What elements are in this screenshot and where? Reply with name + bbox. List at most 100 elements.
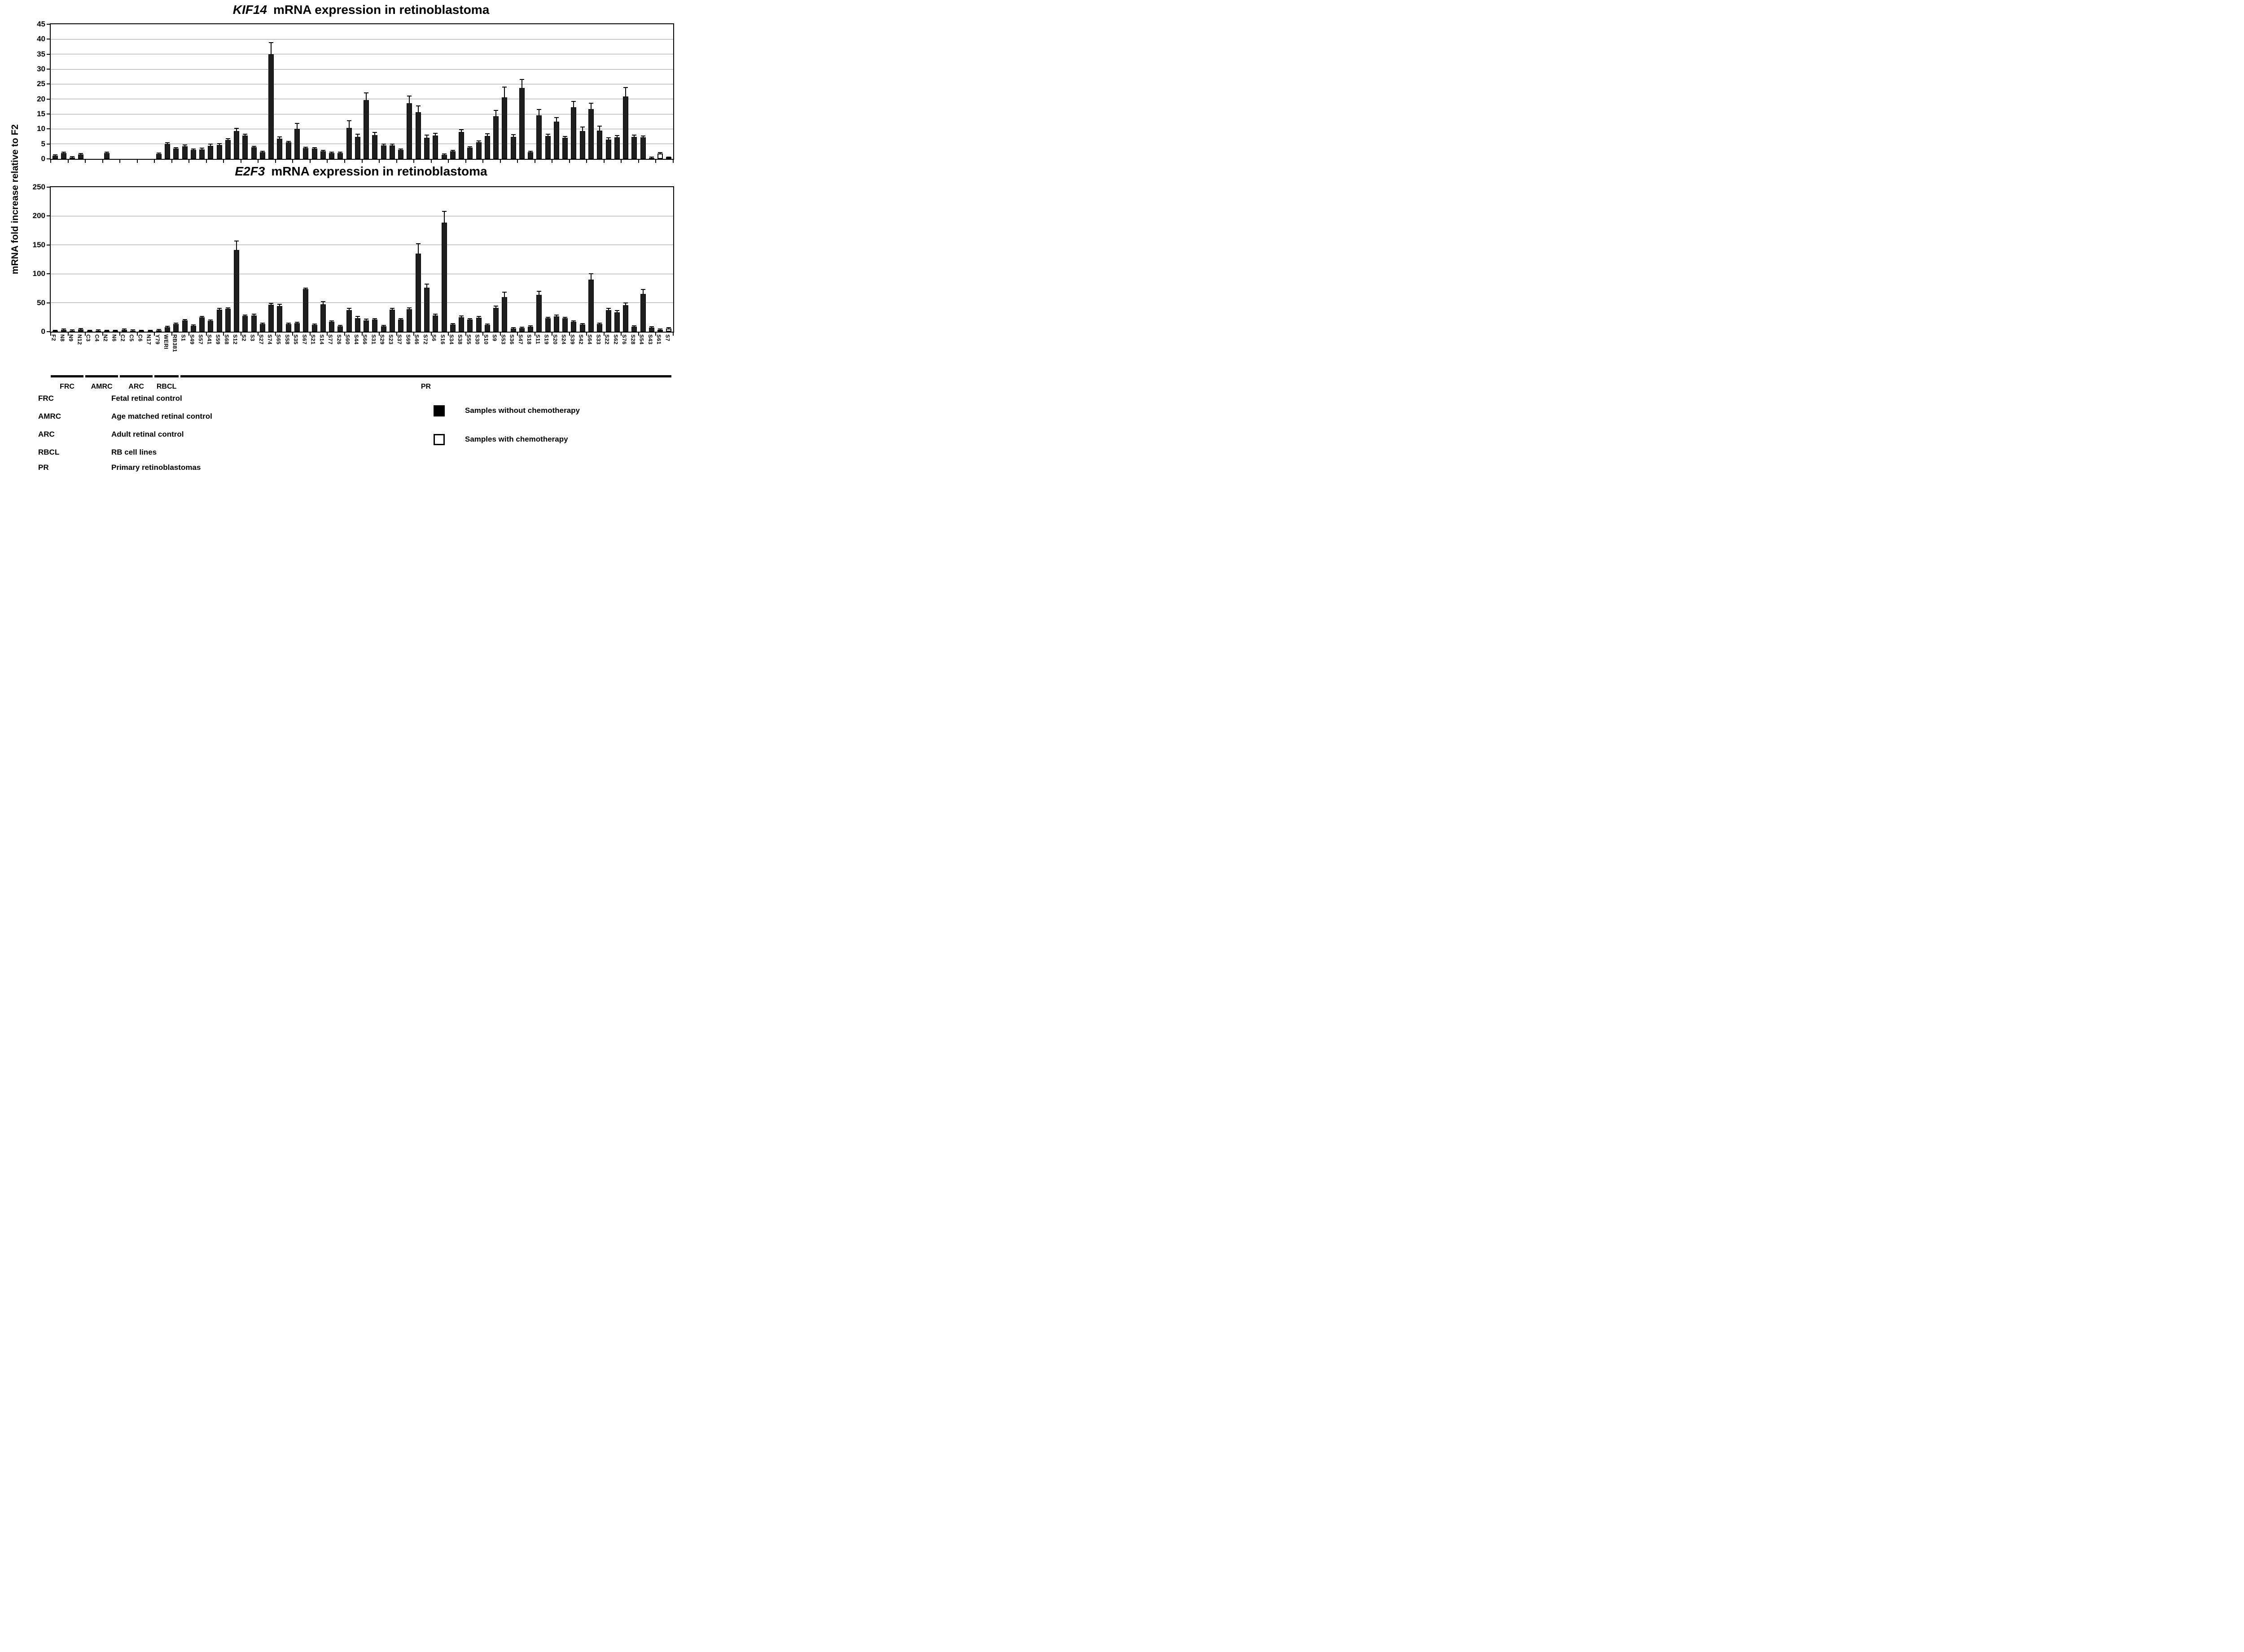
e2f3-bar-S37 xyxy=(398,319,404,332)
e2f3-bar-S60 xyxy=(346,310,352,332)
e2f3-errorcap-S11 xyxy=(537,291,542,292)
kif14-errorbar-S60 xyxy=(348,121,350,128)
kif14-bar-S65 xyxy=(277,139,283,159)
e2f3-errorcap-WERI xyxy=(165,326,170,327)
kif14-bar-S35 xyxy=(294,128,300,159)
kif14-ytick-label-20: 20 xyxy=(37,94,45,103)
e2f3-errorcap-S31 xyxy=(373,318,377,319)
kif14-errorbar-S7 xyxy=(668,157,670,158)
kif14-bar-S58 xyxy=(285,142,291,159)
kif14-bar-WERI xyxy=(165,144,171,159)
e2f3-bar-N17 xyxy=(147,331,153,332)
kif14-errorbar-S49 xyxy=(193,149,194,150)
e2f3-bar-N9 xyxy=(70,331,75,332)
e2f3-errorcap-S43 xyxy=(649,326,654,327)
x-axis-label-S76: S76 xyxy=(621,334,628,345)
definition-abbr-FRC: FRC xyxy=(38,394,54,403)
e2f3-bar-S57 xyxy=(199,317,205,332)
kif14-errorcap-S26 xyxy=(338,151,343,153)
kif14-ytick-label-0: 0 xyxy=(41,154,45,163)
kif14-bar-S29 xyxy=(381,145,386,159)
e2f3-bar-C6 xyxy=(139,331,145,332)
kif14-errorbar-S74 xyxy=(271,43,272,54)
e2f3-xtick-48 xyxy=(465,333,466,336)
kif14-xtick-0 xyxy=(50,160,51,163)
kif14-bar-S11 xyxy=(536,115,542,159)
x-axis-label-S36: S36 xyxy=(508,334,515,345)
kif14-errorbar-S69 xyxy=(409,96,410,103)
kif14-errorbar-S55 xyxy=(469,146,471,148)
e2f3-xtick-42 xyxy=(413,333,415,336)
x-axis-label-S60: S60 xyxy=(344,334,351,345)
e2f3-errorbar-C4 xyxy=(97,330,99,331)
x-axis-label-S49: S49 xyxy=(188,334,195,345)
kif14-ytick-label-30: 30 xyxy=(37,65,45,73)
kif14-bar-S34 xyxy=(450,151,456,159)
e2f3-errorcap-S1 xyxy=(182,319,187,320)
kif14-xtick-6 xyxy=(102,160,103,163)
definition-abbr-PR: PR xyxy=(38,463,49,472)
kif14-bar-S64 xyxy=(588,109,594,159)
x-axis-label-WERI: WERI xyxy=(163,334,170,350)
legend-open-square-swatch xyxy=(434,434,445,445)
e2f3-xtick-2 xyxy=(67,333,69,336)
kif14-xtick-4 xyxy=(85,160,86,163)
kif14-errorbar-S23 xyxy=(391,144,393,145)
definition-text-ARC: Adult retinal control xyxy=(111,430,184,438)
e2f3-errorcap-S6 xyxy=(433,314,438,315)
x-axis-label-S18: S18 xyxy=(526,334,533,345)
definition-abbr-RBCL: RBCL xyxy=(38,448,60,456)
kif14-xtick-14 xyxy=(171,160,172,163)
kif14-errorcap-S72 xyxy=(424,135,429,136)
e2f3-errorcap-S26 xyxy=(338,325,343,326)
kif14-ytick-mark-45 xyxy=(47,24,50,25)
e2f3-ytick-label-250: 250 xyxy=(32,183,45,191)
kif14-errorbar-N8 xyxy=(63,152,64,153)
x-axis-label-N12: N12 xyxy=(76,334,83,345)
kif14-errorbar-S64 xyxy=(590,103,592,109)
e2f3-errorbar-S67 xyxy=(305,288,307,289)
e2f3-bar-S27 xyxy=(259,324,265,332)
e2f3-errorcap-S2 xyxy=(243,315,248,316)
kif14-errorcap-S41 xyxy=(208,144,213,145)
e2f3-xtick-24 xyxy=(258,333,259,336)
e2f3-errorcap-F2 xyxy=(53,329,57,331)
x-axis-label-S14: S14 xyxy=(318,334,325,345)
e2f3-errorcap-S76 xyxy=(623,302,628,304)
e2f3-ytick-label-200: 200 xyxy=(32,211,45,220)
x-axis-label-S24: S24 xyxy=(561,334,567,345)
kif14-errorbar-S6 xyxy=(435,133,436,136)
e2f3-errorcap-S29 xyxy=(381,324,386,326)
e2f3-errorcap-S57 xyxy=(200,316,205,317)
kif14-ytick-label-45: 45 xyxy=(37,20,45,28)
e2f3-errorbar-S53 xyxy=(504,292,505,297)
x-axis-label-S42: S42 xyxy=(578,334,584,345)
kif14-bar-RB381 xyxy=(173,148,179,159)
e2f3-ytick-label-150: 150 xyxy=(32,240,45,249)
e2f3-errorbar-Y79 xyxy=(158,329,159,331)
e2f3-xtick-20 xyxy=(223,333,224,336)
kif14-errorbar-S12 xyxy=(236,128,237,131)
kif14-chart-title: KIF14 mRNA expression in retinoblastoma xyxy=(50,3,672,17)
kif14-errorcap-S27 xyxy=(260,150,265,152)
kif14-errorbar-S58 xyxy=(288,141,289,143)
kif14-xtick-8 xyxy=(119,160,121,163)
x-axis-label-S65: S65 xyxy=(275,334,282,345)
group-line-ARC xyxy=(120,375,153,377)
kif14-xtick-12 xyxy=(154,160,155,163)
kif14-errorbar-S44 xyxy=(357,134,358,137)
e2f3-bar-S39 xyxy=(571,321,577,332)
kif14-errorbar-S72 xyxy=(426,135,427,138)
e2f3-errorbar-S74 xyxy=(271,303,272,305)
kif14-xtick-2 xyxy=(67,160,69,163)
kif14-bar-S30 xyxy=(476,142,482,159)
e2f3-xtick-70 xyxy=(655,333,657,336)
e2f3-errorbar-S37 xyxy=(400,318,402,320)
e2f3-ytick-mark-50 xyxy=(47,302,50,303)
x-axis-label-S74: S74 xyxy=(267,334,273,345)
kif14-errorbar-F2 xyxy=(54,155,56,156)
x-axis-label-S23: S23 xyxy=(387,334,394,345)
x-axis-label-S2: S2 xyxy=(241,334,247,342)
kif14-bar-S77 xyxy=(329,153,335,159)
kif14-xtick-70 xyxy=(655,160,657,163)
